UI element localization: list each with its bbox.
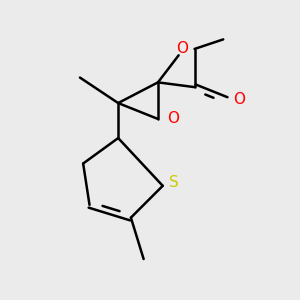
Text: O: O (176, 41, 188, 56)
Text: S: S (169, 175, 179, 190)
Text: O: O (233, 92, 245, 107)
Text: O: O (167, 112, 179, 127)
